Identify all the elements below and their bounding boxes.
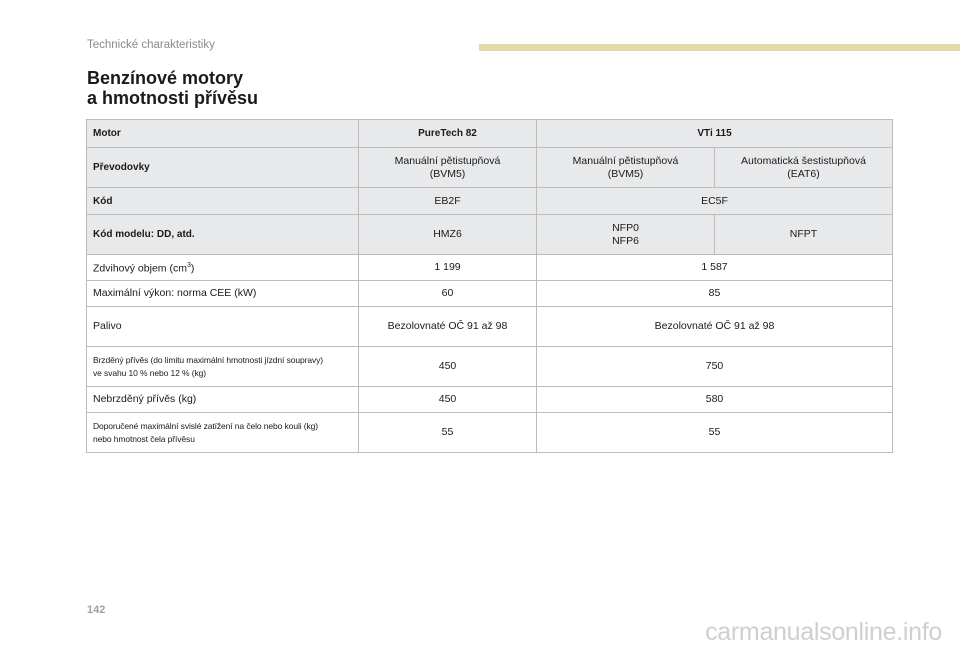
table-row-motor: Motor PureTech 82 VTi 115 bbox=[86, 119, 894, 148]
cell-line: Manuální pětistupňová bbox=[394, 154, 501, 167]
row-label: Motor bbox=[86, 119, 359, 148]
row-label: Převodovky bbox=[86, 147, 359, 188]
row-label: Zdvihový objem (cm bbox=[93, 262, 187, 275]
cell-line: Manuální pětistupňová bbox=[572, 154, 679, 167]
cell-displacement-1: 1 199 bbox=[358, 254, 537, 281]
table-row-power: Maximální výkon: norma CEE (kW) 60 85 bbox=[86, 280, 894, 307]
row-label-line: Brzděný přívěs (do limitu maximální hmot… bbox=[93, 354, 323, 365]
cell-line: Automatická šestistupňová bbox=[741, 154, 866, 167]
page-title: Benzínové motory a hmotnosti přívěsu bbox=[87, 68, 258, 108]
table-row-unbraked-trailer: Nebrzděný přívěs (kg) 450 580 bbox=[86, 386, 894, 413]
section-label: Technické charakteristiky bbox=[87, 39, 215, 51]
cell-braked-2: 750 bbox=[535, 346, 894, 387]
row-label: Palivo bbox=[86, 306, 359, 347]
cell-nose-1: 55 bbox=[358, 412, 537, 453]
cell-vti: VTi 115 bbox=[535, 119, 894, 148]
cell-power-2: 85 bbox=[535, 280, 894, 307]
cell-unbraked-1: 450 bbox=[358, 386, 537, 413]
table-row-code: Kód EB2F EC5F bbox=[86, 187, 894, 215]
row-label-nose: Doporučené maximální svislé zatížení na … bbox=[86, 412, 359, 453]
row-label-displacement: Zdvihový objem (cm3) bbox=[86, 254, 359, 281]
row-label: Maximální výkon: norma CEE (kW) bbox=[86, 280, 359, 307]
cell-displacement-2: 1 587 bbox=[535, 254, 894, 281]
cell-unbraked-2: 580 bbox=[535, 386, 894, 413]
row-label: Nebrzděný přívěs (kg) bbox=[86, 386, 359, 413]
page-title-line1: Benzínové motory bbox=[87, 68, 244, 88]
cell-line: NFP0 bbox=[612, 221, 639, 234]
cell-code-2: EC5F bbox=[535, 187, 894, 215]
cell-model-1: HMZ6 bbox=[358, 214, 537, 255]
cell-puretech: PureTech 82 bbox=[358, 119, 537, 148]
cell-gearbox-1: Manuální pětistupňová (BVM5) bbox=[358, 147, 537, 188]
page-title-line2: a hmotnosti přívěsu bbox=[87, 88, 259, 108]
cell-gearbox-3: Automatická šestistupňová (EAT6) bbox=[713, 147, 894, 188]
spec-table: Motor PureTech 82 VTi 115 Převodovky Man… bbox=[86, 119, 894, 453]
table-row-nose-weight: Doporučené maximální svislé zatížení na … bbox=[86, 412, 894, 453]
table-row-gearbox: Převodovky Manuální pětistupňová (BVM5) … bbox=[86, 147, 894, 188]
cell-fuel-1: Bezolovnaté OČ 91 až 98 bbox=[358, 306, 537, 347]
cell-model-3: NFPT bbox=[713, 214, 894, 255]
header-accent-bar bbox=[479, 44, 960, 51]
cell-line: (BVM5) bbox=[429, 167, 466, 180]
cell-line: (EAT6) bbox=[787, 167, 820, 180]
row-label-braked: Brzděný přívěs (do limitu maximální hmot… bbox=[86, 346, 359, 387]
cell-nose-2: 55 bbox=[535, 412, 894, 453]
table-row-displacement: Zdvihový objem (cm3) 1 199 1 587 bbox=[86, 254, 894, 281]
cell-power-1: 60 bbox=[358, 280, 537, 307]
row-label-line: nebo hmotnost čela přívěsu bbox=[93, 433, 195, 444]
table-row-fuel: Palivo Bezolovnaté OČ 91 až 98 Bezolovna… bbox=[86, 306, 894, 347]
table-row-braked-trailer: Brzděný přívěs (do limitu maximální hmot… bbox=[86, 346, 894, 387]
row-label: Kód modelu: DD, atd. bbox=[86, 214, 359, 255]
row-label-end: ) bbox=[190, 262, 195, 275]
row-label: Kód bbox=[86, 187, 359, 215]
cell-model-2: NFP0 NFP6 bbox=[536, 214, 715, 255]
row-label-line: Doporučené maximální svislé zatížení na … bbox=[93, 420, 319, 431]
table-row-model-code: Kód modelu: DD, atd. HMZ6 NFP0 NFP6 NFPT bbox=[86, 214, 894, 255]
cell-gearbox-2: Manuální pětistupňová (BVM5) bbox=[536, 147, 715, 188]
cell-braked-1: 450 bbox=[358, 346, 537, 387]
page-number: 142 bbox=[87, 604, 106, 616]
row-label-line: ve svahu 10 % nebo 12 % (kg) bbox=[93, 367, 206, 378]
cell-code-1: EB2F bbox=[358, 187, 537, 215]
cell-line: NFP6 bbox=[612, 234, 639, 247]
superscript: 3 bbox=[186, 262, 191, 270]
watermark: carmanualsonline.info bbox=[705, 618, 942, 646]
cell-fuel-2: Bezolovnaté OČ 91 až 98 bbox=[535, 306, 894, 347]
cell-line: (BVM5) bbox=[607, 167, 644, 180]
